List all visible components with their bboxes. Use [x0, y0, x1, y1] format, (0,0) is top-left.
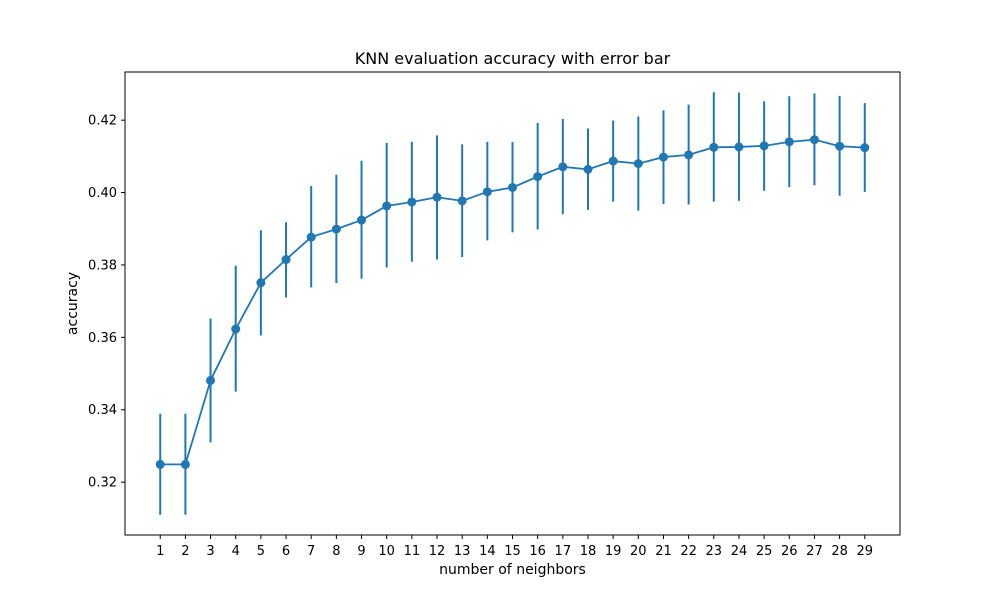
data-point	[658, 152, 668, 162]
x-axis-ticks: 1 2 3 4 5 6 7 8 9 10 11 12 13 14 15 16 17 18 19 20 21 22 23 24 2…	[156, 535, 873, 559]
data-point	[382, 201, 392, 211]
x-tick-label: 6	[282, 544, 290, 559]
x-tick-label: 21	[655, 544, 672, 559]
data-point	[809, 135, 819, 145]
x-tick-label: 8	[332, 544, 340, 559]
chart-title: KNN evaluation accuracy with error bar	[355, 49, 671, 68]
data-point	[357, 215, 367, 225]
y-tick-label: 0.38	[88, 258, 117, 273]
x-tick-label: 16	[529, 544, 546, 559]
data-point	[206, 375, 216, 385]
x-tick-label: 20	[630, 544, 647, 559]
data-point	[508, 182, 517, 192]
data-point	[231, 324, 241, 334]
series-group	[155, 135, 870, 469]
x-tick-label: 2	[181, 544, 189, 559]
x-tick-label: 13	[454, 544, 471, 559]
y-tick-label: 0.32	[88, 476, 117, 491]
plot-frame	[124, 71, 901, 536]
x-tick-label: 4	[232, 544, 240, 559]
data-point	[558, 162, 568, 172]
y-tick-label: 0.34	[88, 403, 117, 418]
x-axis-label: number of neighbors	[439, 562, 586, 578]
x-tick-label: 3	[206, 544, 214, 559]
data-point	[331, 224, 341, 234]
x-tick-label: 14	[479, 544, 496, 559]
x-tick-label: 15	[504, 544, 521, 559]
data-point	[734, 142, 744, 152]
data-point	[533, 172, 543, 182]
x-tick-label: 11	[404, 544, 421, 559]
x-tick-label: 23	[706, 544, 723, 559]
y-tick-label: 0.42	[88, 114, 117, 129]
x-tick-label: 9	[357, 544, 365, 559]
x-tick-label: 12	[429, 544, 446, 559]
data-point	[457, 196, 467, 206]
y-axis-ticks: 0.32 0.34 0.36 0.38 0.40 0.42	[88, 114, 125, 491]
y-tick-label: 0.40	[88, 186, 117, 201]
plot-area	[125, 72, 900, 535]
y-axis-label: accuracy	[65, 272, 81, 335]
x-tick-label: 17	[555, 544, 572, 559]
data-point	[407, 197, 417, 207]
data-point	[155, 459, 165, 469]
data-point	[684, 150, 694, 160]
data-point	[281, 255, 291, 265]
x-tick-label: 25	[756, 544, 773, 559]
data-point	[256, 278, 266, 288]
x-tick-label: 1	[156, 544, 164, 559]
data-point	[608, 156, 618, 166]
x-tick-label: 27	[806, 544, 823, 559]
x-tick-label: 7	[307, 544, 315, 559]
x-tick-label: 19	[605, 544, 622, 559]
data-point	[709, 142, 719, 152]
x-tick-label: 22	[680, 544, 697, 559]
data-point	[784, 137, 794, 147]
data-point	[633, 159, 643, 169]
data-point	[583, 164, 593, 174]
data-point	[482, 187, 492, 197]
x-tick-label: 5	[257, 544, 265, 559]
data-point	[432, 192, 442, 202]
y-tick-label: 0.36	[88, 331, 117, 346]
data-point	[860, 143, 870, 153]
x-tick-label: 28	[831, 544, 848, 559]
data-point	[835, 141, 845, 151]
x-tick-label: 29	[856, 544, 873, 559]
x-tick-label: 26	[781, 544, 798, 559]
x-tick-label: 18	[580, 544, 597, 559]
x-tick-label: 24	[731, 544, 748, 559]
x-tick-label: 10	[378, 544, 395, 559]
data-point	[180, 459, 190, 469]
data-point	[306, 232, 316, 242]
data-point	[759, 141, 769, 151]
